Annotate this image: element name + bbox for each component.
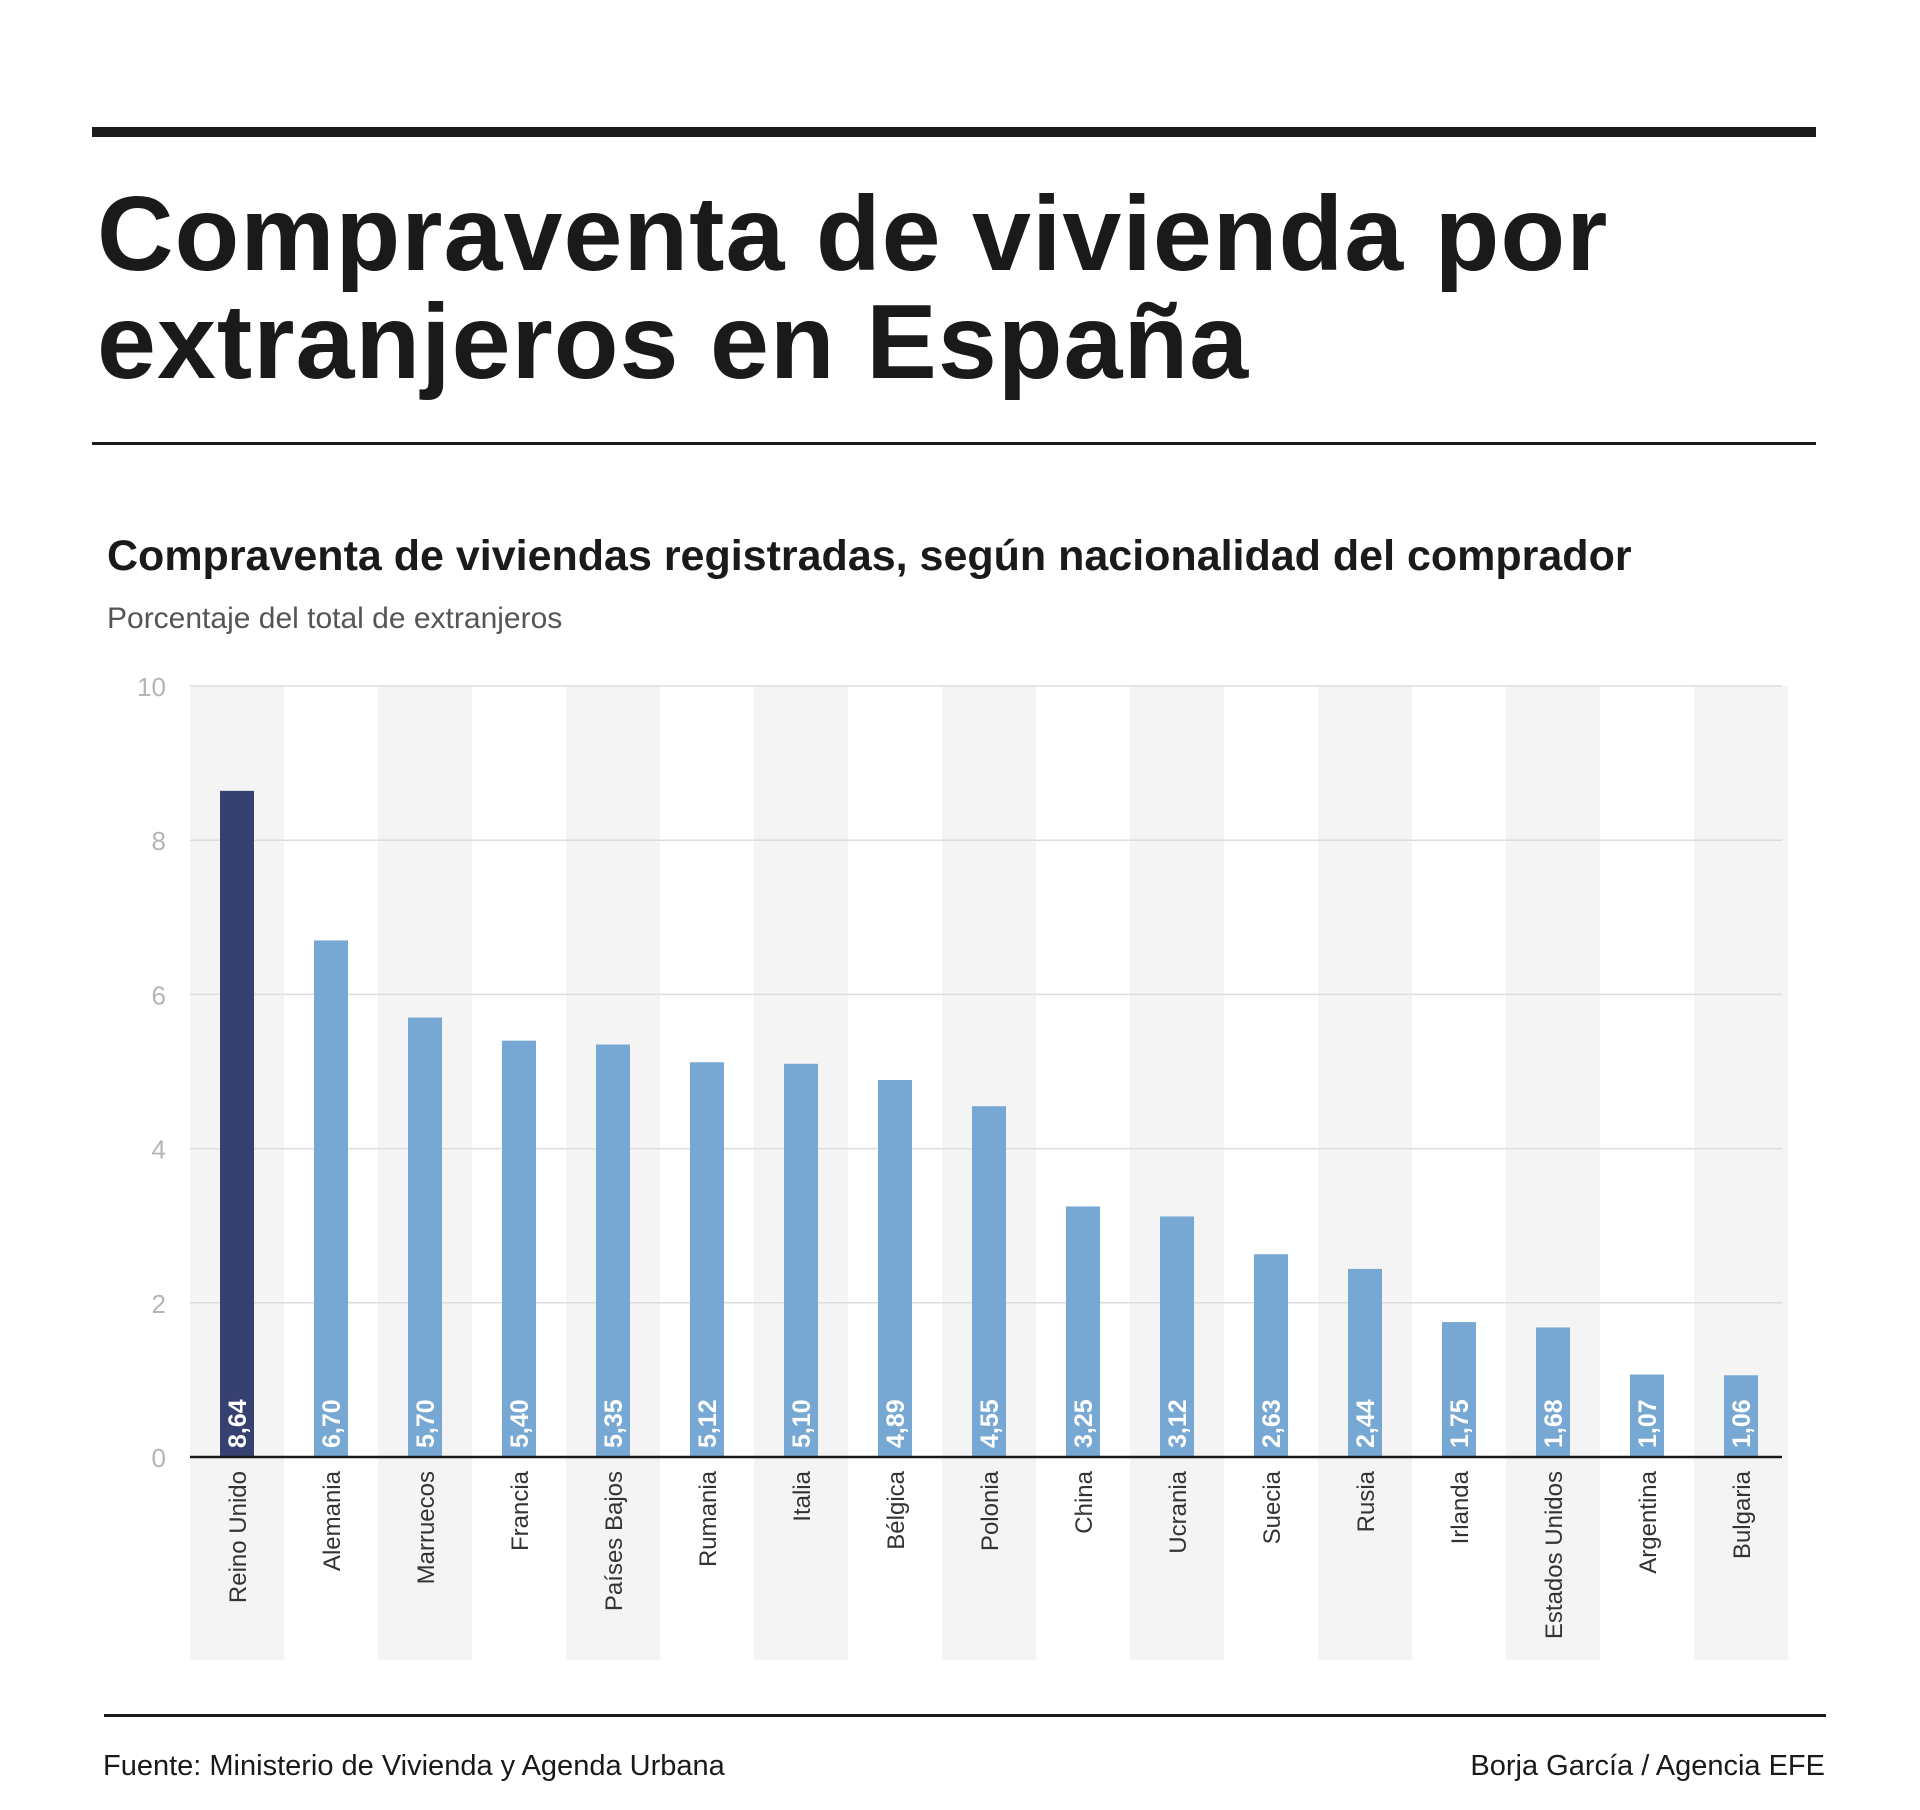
category-label-3: Francia <box>507 1470 534 1551</box>
value-label-7: 4,89 <box>882 1399 910 1448</box>
top-rule <box>92 127 1816 137</box>
bar-2 <box>408 1017 442 1457</box>
bar-chart: 0 2 4 6 8 10 8,64 Reino Unido 6,70 Alemania 5,70 Ma… <box>137 672 1788 1660</box>
chart-subtitle: Porcentaje del total de extranjeros <box>107 602 563 635</box>
category-label-1: Alemania <box>319 1470 346 1571</box>
category-label-7: Bélgica <box>883 1470 910 1549</box>
value-label-10: 3,12 <box>1164 1399 1192 1448</box>
bar-10 <box>1160 1216 1194 1457</box>
category-label-6: Italia <box>789 1470 816 1521</box>
bar-11 <box>1254 1254 1288 1457</box>
category-label-12: Rusia <box>1353 1470 1380 1532</box>
value-label-15: 1,07 <box>1634 1399 1662 1448</box>
bar-4 <box>596 1044 630 1457</box>
bar-0 <box>220 790 254 1457</box>
bar-12 <box>1348 1268 1382 1457</box>
y-tick-label-1: 2 <box>152 1289 166 1319</box>
category-label-0: Reino Unido <box>225 1471 252 1603</box>
value-label-0: 8,64 <box>224 1399 252 1448</box>
value-label-14: 1,68 <box>1540 1399 1568 1448</box>
credit-note: Borja García / Agencia EFE <box>1470 1750 1825 1782</box>
category-label-8: Polonia <box>977 1470 1004 1551</box>
value-label-6: 5,10 <box>788 1399 816 1448</box>
value-label-13: 1,75 <box>1446 1399 1474 1448</box>
bar-8 <box>972 1106 1006 1457</box>
category-label-5: Rumania <box>695 1470 722 1567</box>
bar-3 <box>502 1040 536 1457</box>
value-label-11: 2,63 <box>1258 1399 1286 1448</box>
value-label-12: 2,44 <box>1352 1399 1380 1448</box>
category-label-13: Irlanda <box>1447 1470 1474 1544</box>
bar-6 <box>784 1063 818 1457</box>
bar-15 <box>1630 1374 1664 1457</box>
source-note: Fuente: Ministerio de Vivienda y Agenda … <box>103 1750 725 1782</box>
bottom-rule <box>104 1714 1826 1717</box>
value-label-3: 5,40 <box>506 1399 534 1448</box>
y-tick-label-0: 0 <box>152 1443 166 1473</box>
value-label-4: 5,35 <box>600 1399 628 1448</box>
bar-7 <box>878 1079 912 1457</box>
bar-5 <box>690 1062 724 1457</box>
bar-1 <box>314 940 348 1457</box>
category-label-10: Ucrania <box>1165 1470 1192 1553</box>
headline-rule <box>92 442 1816 445</box>
value-label-2: 5,70 <box>412 1399 440 1448</box>
bar-16 <box>1724 1375 1758 1457</box>
category-label-16: Bulgaria <box>1729 1470 1756 1559</box>
chart-title: Compraventa de viviendas registradas, se… <box>107 532 1632 580</box>
band-10 <box>1130 686 1224 1660</box>
value-label-5: 5,12 <box>694 1399 722 1448</box>
band-16 <box>1694 686 1788 1660</box>
bar-13 <box>1442 1322 1476 1457</box>
value-label-8: 4,55 <box>976 1399 1004 1448</box>
category-label-11: Suecia <box>1259 1470 1286 1544</box>
band-14 <box>1506 686 1600 1660</box>
y-tick-label-3: 6 <box>152 980 166 1010</box>
category-label-4: Países Bajos <box>601 1471 628 1611</box>
category-label-14: Estados Unidos <box>1541 1471 1568 1639</box>
category-label-9: China <box>1071 1470 1098 1533</box>
band-12 <box>1318 686 1412 1660</box>
bar-14 <box>1536 1327 1570 1457</box>
category-label-15: Argentina <box>1635 1470 1662 1573</box>
y-tick-label-5: 10 <box>137 672 166 702</box>
headline: Compraventa de vivienda por extranjeros … <box>97 175 1609 401</box>
value-label-1: 6,70 <box>318 1399 346 1448</box>
value-label-9: 3,25 <box>1070 1399 1098 1448</box>
value-label-16: 1,06 <box>1728 1399 1756 1448</box>
category-label-2: Marruecos <box>413 1471 440 1584</box>
y-tick-label-2: 4 <box>152 1135 166 1165</box>
bar-9 <box>1066 1206 1100 1457</box>
y-tick-label-4: 8 <box>152 826 166 856</box>
